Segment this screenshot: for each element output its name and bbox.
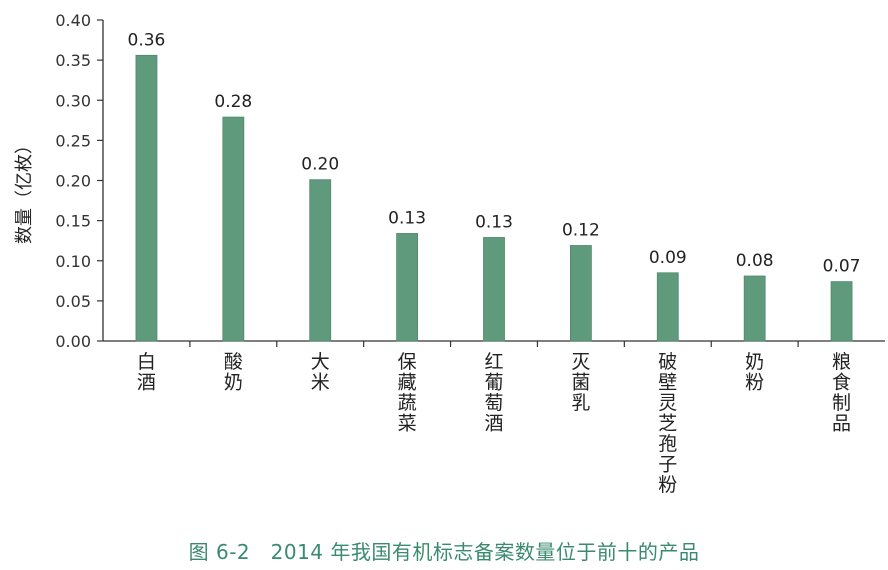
category-label: 粮食制品 bbox=[832, 351, 851, 435]
bar bbox=[569, 245, 592, 342]
y-tick-label: 0.10 bbox=[55, 252, 91, 271]
data-label: 0.20 bbox=[301, 155, 339, 175]
data-label: 0.13 bbox=[388, 208, 426, 228]
y-tick-label: 0.35 bbox=[55, 51, 91, 70]
category-labels: 白酒 酸奶 大米 保藏蔬菜 红葡萄酒 灭菌乳 破壁灵芝孢子粉 奶粉 粮食制品 bbox=[137, 351, 851, 496]
bar bbox=[830, 281, 853, 342]
category-label: 红葡萄酒 bbox=[484, 351, 503, 435]
data-label: 0.09 bbox=[649, 248, 687, 268]
category-label: 破壁灵芝孢子粉 bbox=[658, 351, 677, 496]
y-axis-title: 数量（亿枚） bbox=[14, 136, 35, 244]
category-label: 保藏蔬菜 bbox=[398, 351, 417, 435]
y-tick-label: 0.20 bbox=[55, 172, 91, 191]
category-label: 灭菌乳 bbox=[571, 351, 590, 414]
y-tick-label: 0.15 bbox=[55, 212, 91, 231]
category-label: 白酒 bbox=[137, 351, 156, 394]
y-tick-label: 0.30 bbox=[55, 91, 91, 110]
y-tick-label: 0.40 bbox=[55, 11, 91, 30]
bar bbox=[309, 179, 332, 342]
y-tick-label: 0.00 bbox=[55, 332, 91, 351]
y-ticks: 0.00 0.05 0.10 0.15 0.20 0.25 0.30 0.35 0.40 bbox=[55, 11, 103, 351]
data-label: 0.36 bbox=[128, 30, 166, 50]
data-label: 0.13 bbox=[475, 212, 513, 232]
category-label: 奶粉 bbox=[745, 351, 764, 394]
bar bbox=[222, 116, 245, 342]
data-label: 0.12 bbox=[562, 221, 600, 241]
y-tick-label: 0.05 bbox=[55, 292, 91, 311]
data-label: 0.08 bbox=[736, 251, 774, 271]
data-label: 0.28 bbox=[214, 92, 252, 112]
bar bbox=[743, 275, 766, 342]
value-labels: 0.36 0.28 0.20 0.13 0.13 0.12 0.09 0.08 0.07 bbox=[128, 30, 861, 276]
bars bbox=[135, 54, 853, 342]
bar-chart: 数量（亿枚） 0.000.050.100.150.200.250.300.350… bbox=[14, 11, 885, 496]
category-label: 大米 bbox=[311, 351, 330, 394]
data-label: 0.07 bbox=[823, 257, 861, 277]
bar bbox=[656, 272, 679, 342]
bar bbox=[396, 233, 419, 342]
bar bbox=[135, 54, 158, 342]
category-label: 酸奶 bbox=[224, 351, 243, 394]
bar bbox=[483, 237, 505, 342]
y-tick-label: 0.25 bbox=[55, 131, 91, 150]
figure-caption: 图 6-2 2014 年我国有机标志备案数量位于前十的产品 bbox=[188, 540, 700, 564]
y-axis-label: 数量（亿枚） bbox=[14, 136, 35, 244]
